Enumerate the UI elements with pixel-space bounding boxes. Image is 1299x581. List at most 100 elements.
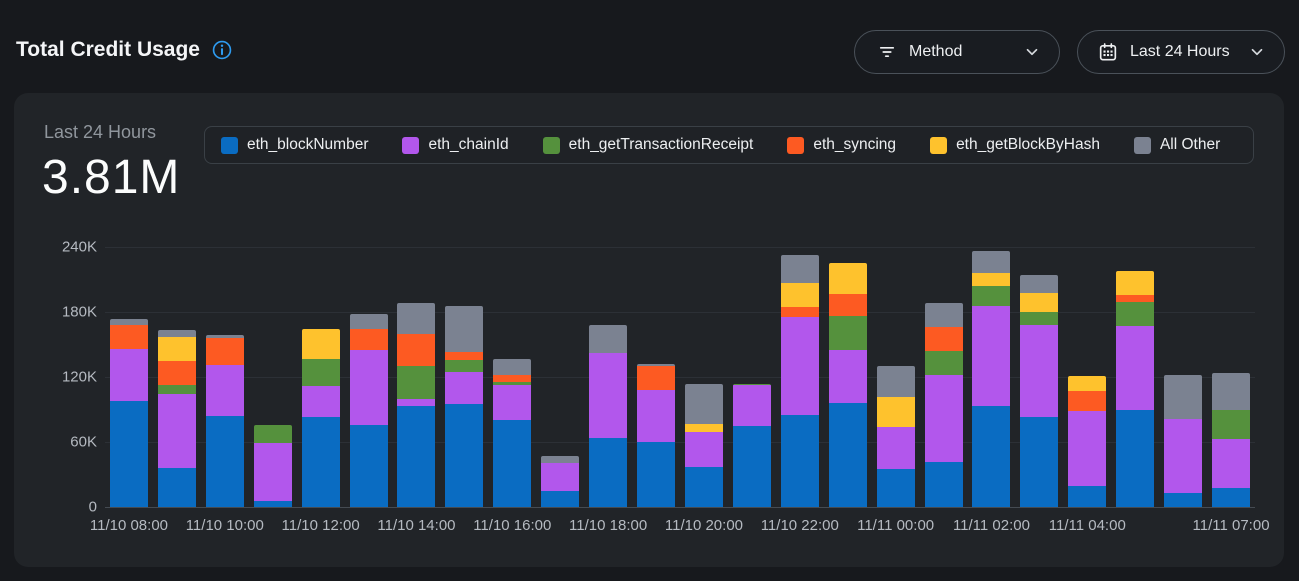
legend-label: eth_syncing: [813, 136, 897, 153]
legend-label: eth_chainId: [428, 136, 509, 153]
bar-segment: [493, 374, 532, 383]
stacked-bar: [301, 329, 340, 507]
bar-segment: [732, 383, 771, 385]
bar-column[interactable]: [249, 247, 297, 507]
bar-segment: [349, 329, 388, 350]
y-axis-tick-label: 180K: [61, 303, 97, 321]
bar-column[interactable]: [872, 247, 920, 507]
bar-column[interactable]: [393, 247, 441, 507]
legend-swatch: [1133, 136, 1151, 154]
legend-item[interactable]: eth_syncing: [787, 136, 896, 154]
filter-lines-icon: [879, 47, 895, 58]
legend-item[interactable]: eth_blockNumber: [221, 136, 368, 154]
bar-segment: [637, 442, 676, 507]
bar-column[interactable]: [776, 247, 824, 507]
total-credits-value: 3.81M: [42, 151, 181, 204]
stacked-bar: [780, 254, 819, 507]
x-axis-tick-label: 11/10 22:00: [760, 517, 839, 534]
bar-column[interactable]: [728, 247, 776, 507]
bar-segment: [876, 469, 915, 507]
bar-column[interactable]: [345, 247, 393, 507]
stacked-bar: [1068, 375, 1107, 507]
legend-item[interactable]: eth_chainId: [402, 136, 509, 154]
bar-column[interactable]: [584, 247, 632, 507]
method-filter-label: Method: [909, 43, 963, 60]
stacked-bar: [397, 303, 436, 507]
bar-segment: [1212, 488, 1251, 507]
method-filter-dropdown[interactable]: Method: [854, 30, 1060, 74]
bar-segment: [684, 423, 723, 433]
bar-column[interactable]: [105, 247, 153, 507]
stacked-bar: [349, 314, 388, 507]
bar-segment: [1164, 374, 1203, 420]
legend-item[interactable]: eth_getBlockByHash: [930, 136, 1100, 154]
bar-segment: [828, 349, 867, 403]
bar-column[interactable]: [536, 247, 584, 507]
info-icon[interactable]: [211, 39, 233, 61]
bar-column[interactable]: [153, 247, 201, 507]
bar-segment: [780, 282, 819, 307]
bar-segment: [445, 404, 484, 507]
bar-segment: [1212, 410, 1251, 440]
bar-segment: [828, 293, 867, 317]
bar-column[interactable]: [1015, 247, 1063, 507]
bar-column[interactable]: [920, 247, 968, 507]
bar-segment: [301, 358, 340, 386]
x-axis-tick-label: 11/11 00:00: [857, 517, 935, 534]
bar-segment: [972, 305, 1011, 407]
bar-segment: [972, 406, 1011, 507]
time-range-dropdown[interactable]: Last 24 Hours: [1077, 30, 1285, 74]
bar-column[interactable]: [632, 247, 680, 507]
bar-segment: [157, 384, 196, 395]
stacked-bar: [253, 425, 292, 507]
bar-segment: [541, 456, 580, 463]
bar-segment: [301, 385, 340, 418]
card-range-label: Last 24 Hours: [44, 122, 157, 142]
bar-segment: [924, 303, 963, 328]
bar-column[interactable]: [297, 247, 345, 507]
x-axis-tick-label: 11/10 18:00: [569, 517, 648, 534]
bar-segment: [445, 352, 484, 360]
chevron-down-icon: [1026, 48, 1038, 56]
bar-column[interactable]: [1207, 247, 1255, 507]
y-axis-tick-label: 120K: [61, 368, 97, 386]
bar-column[interactable]: [1063, 247, 1111, 507]
bar-segment: [589, 353, 628, 438]
stacked-bar: [589, 325, 628, 507]
bar-segment: [109, 325, 148, 349]
bar-segment: [301, 417, 340, 507]
bar-segment: [301, 329, 340, 359]
stacked-bar: [924, 303, 963, 507]
bar-segment: [1020, 275, 1059, 293]
bar-segment: [780, 414, 819, 507]
bar-segment: [1020, 292, 1059, 313]
legend-swatch: [930, 136, 948, 154]
bar-column[interactable]: [488, 247, 536, 507]
bar-segment: [589, 325, 628, 354]
stacked-bar: [445, 305, 484, 507]
bar-segment: [876, 366, 915, 397]
legend-item[interactable]: eth_getTransactionReceipt: [542, 136, 753, 154]
bar-segment: [397, 366, 436, 399]
bar-segment: [780, 254, 819, 283]
bar-column[interactable]: [680, 247, 728, 507]
y-axis-tick-label: 0: [88, 498, 97, 516]
bar-segment: [157, 330, 196, 337]
bar-column[interactable]: [201, 247, 249, 507]
bar-segment: [1068, 410, 1107, 487]
legend-item[interactable]: All Other: [1133, 136, 1220, 154]
bar-segment: [445, 371, 484, 405]
x-axis-tick-label: 11/10 08:00: [89, 517, 169, 534]
page-header: Total Credit Usage: [16, 38, 233, 62]
bar-column[interactable]: [440, 247, 488, 507]
bar-segment: [445, 305, 484, 353]
bar-column[interactable]: [824, 247, 872, 507]
bar-segment: [924, 351, 963, 375]
bar-column[interactable]: [968, 247, 1016, 507]
bar-column[interactable]: [1159, 247, 1207, 507]
stacked-bar: [1212, 373, 1251, 507]
bar-segment: [157, 468, 196, 507]
bar-column[interactable]: [1111, 247, 1159, 507]
bar-segment: [637, 364, 676, 366]
